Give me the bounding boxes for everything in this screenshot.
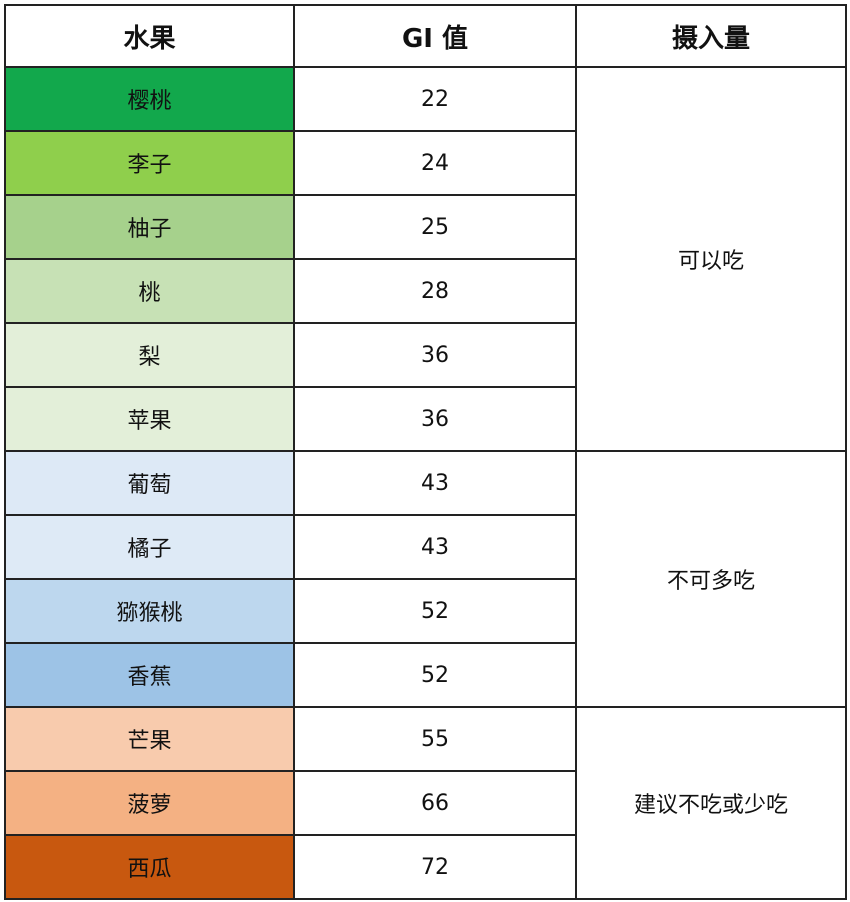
gi-cell: 52 <box>293 642 577 708</box>
intake-cell: 不可多吃 <box>575 450 847 708</box>
gi-cell: 36 <box>293 386 577 452</box>
gi-cell: 22 <box>293 66 577 132</box>
table-row: 梨 36 <box>4 322 846 388</box>
table-row: 菠萝 66 <box>4 770 846 836</box>
table-row: 桃 28 <box>4 258 846 324</box>
header-gi: GI 值 <box>293 4 577 68</box>
table-row: 猕猴桃 52 <box>4 578 846 644</box>
gi-cell: 43 <box>293 450 577 516</box>
table-row: 苹果 36 <box>4 386 846 452</box>
gi-cell: 28 <box>293 258 577 324</box>
intake-cell: 建议不吃或少吃 <box>575 706 847 900</box>
fruit-cell: 香蕉 <box>4 642 295 708</box>
gi-cell: 36 <box>293 322 577 388</box>
gi-cell: 55 <box>293 706 577 772</box>
table-row: 西瓜 72 <box>4 834 846 900</box>
fruit-cell: 西瓜 <box>4 834 295 900</box>
intake-cell: 可以吃 <box>575 66 847 452</box>
table-row: 橘子 43 <box>4 514 846 580</box>
table-row: 芒果 55 建议不吃或少吃 <box>4 706 847 900</box>
table-row: 葡萄 43 不可多吃 <box>4 450 847 708</box>
gi-cell: 72 <box>293 834 577 900</box>
table-row: 李子 24 <box>4 130 846 196</box>
fruit-cell: 李子 <box>4 130 295 196</box>
table-row: 柚子 25 <box>4 194 846 260</box>
fruit-cell: 樱桃 <box>4 66 295 132</box>
gi-table: 水果 GI 值 摄入量 樱桃 22 可以吃 李子 24 柚子 25 桃 28 梨 36 苹果 36 葡萄 4… <box>4 4 847 900</box>
fruit-cell: 苹果 <box>4 386 295 452</box>
header-row: 水果 GI 值 摄入量 <box>4 4 847 68</box>
gi-cell: 25 <box>293 194 577 260</box>
fruit-cell: 橘子 <box>4 514 295 580</box>
fruit-cell: 桃 <box>4 258 295 324</box>
fruit-cell: 葡萄 <box>4 450 295 516</box>
fruit-cell: 芒果 <box>4 706 295 772</box>
header-intake: 摄入量 <box>575 4 847 68</box>
gi-cell: 43 <box>293 514 577 580</box>
gi-cell: 66 <box>293 770 577 836</box>
table-row: 樱桃 22 可以吃 <box>4 66 847 452</box>
fruit-cell: 猕猴桃 <box>4 578 295 644</box>
gi-cell: 24 <box>293 130 577 196</box>
header-fruit: 水果 <box>4 4 295 68</box>
fruit-cell: 柚子 <box>4 194 295 260</box>
fruit-cell: 梨 <box>4 322 295 388</box>
fruit-cell: 菠萝 <box>4 770 295 836</box>
table-row: 香蕉 52 <box>4 642 846 708</box>
gi-cell: 52 <box>293 578 577 644</box>
